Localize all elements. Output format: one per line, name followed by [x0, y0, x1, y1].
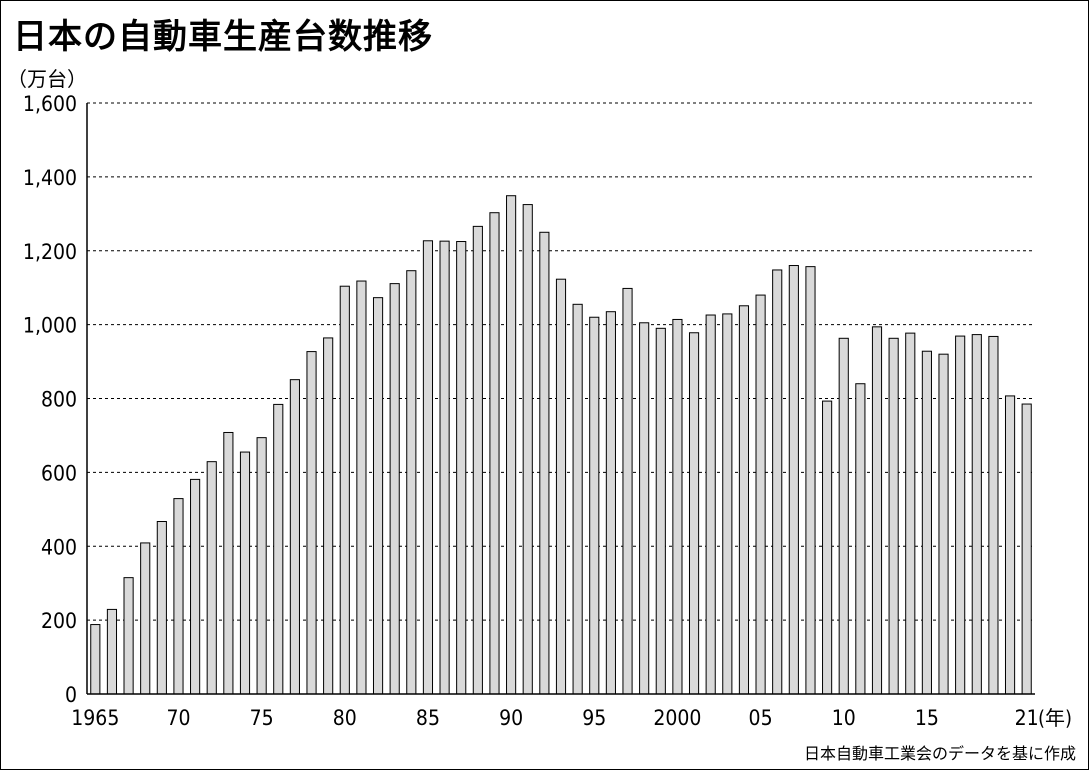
bar: [639, 322, 650, 695]
bar: [921, 350, 932, 695]
y-axis-unit-label: （万台）: [7, 67, 87, 91]
x-tick-label: 75: [250, 706, 274, 730]
bar: [522, 204, 533, 695]
bar: [406, 270, 417, 695]
bar: [539, 231, 550, 695]
x-tick-label: 80: [333, 706, 357, 730]
bar: [672, 318, 683, 695]
bar: [339, 285, 350, 695]
bar: [289, 379, 300, 695]
bar: [755, 294, 766, 695]
bar: [323, 337, 334, 695]
y-tick-label: 600: [41, 461, 77, 485]
y-tick-label: 1,400: [23, 166, 77, 190]
bar: [90, 624, 101, 695]
bar: [722, 313, 733, 695]
bar: [955, 335, 966, 695]
x-tick-label: 95: [582, 706, 606, 730]
bar: [855, 383, 866, 695]
bar: [156, 521, 167, 695]
source-note: 日本自動車工業会のデータを基に作成: [803, 744, 1076, 763]
x-tick-label: 15: [915, 706, 939, 730]
bar: [173, 498, 184, 695]
bar: [123, 577, 134, 695]
bar: [589, 316, 600, 695]
bar: [838, 337, 849, 695]
y-tick-label: 800: [41, 388, 77, 412]
bar: [506, 195, 517, 695]
bar: [472, 225, 483, 695]
bar: [206, 461, 217, 695]
x-tick-label: 1965: [71, 706, 119, 730]
bar: [888, 337, 899, 695]
x-tick-label: 2000: [653, 706, 701, 730]
bar: [489, 212, 500, 695]
bar: [555, 278, 567, 695]
y-tick-label: 1,000: [23, 314, 77, 338]
bar: [822, 400, 833, 695]
x-tick-label: 70: [166, 706, 190, 730]
bar: [256, 437, 267, 695]
bar: [422, 240, 434, 695]
bar: [1004, 395, 1016, 695]
y-tick-label: 400: [41, 535, 77, 559]
bar: [605, 311, 616, 695]
y-tick-label: 0: [65, 683, 77, 707]
bar: [938, 353, 949, 695]
bar: [622, 287, 633, 695]
axes: [86, 103, 1035, 695]
y-tick-label: 1,600: [23, 92, 77, 116]
bar: [356, 280, 367, 695]
x-tick-label: 05: [749, 706, 773, 730]
bar: [805, 266, 816, 695]
bar: [389, 283, 400, 695]
bar: [456, 241, 467, 695]
y-tick-label: 1,200: [23, 240, 77, 264]
bar: [239, 451, 251, 695]
bar: [306, 351, 317, 695]
bar: [971, 334, 982, 695]
bar: [1021, 403, 1032, 695]
y-tick-labels: 0 200 400 600 800 1,000 1,200 1,400 1,600: [23, 92, 77, 707]
bar: [688, 332, 700, 695]
bar: [140, 542, 151, 695]
bars: [90, 195, 1032, 695]
x-axis-unit-label: (年): [1038, 706, 1072, 730]
bar: [439, 240, 450, 695]
bar: [223, 431, 234, 695]
bar: [705, 314, 716, 695]
x-tick-labels: 1965 70 75 80 85 90 95 2000 05 10 15 21: [71, 706, 1038, 730]
bar: [572, 303, 583, 695]
chart-title: 日本の自動車生産台数推移: [13, 17, 433, 57]
bar: [738, 305, 750, 695]
bar: [871, 326, 883, 695]
bar: [905, 332, 916, 695]
y-tick-label: 200: [41, 609, 77, 633]
bar: [988, 335, 999, 695]
x-tick-label: 90: [499, 706, 523, 730]
x-tick-label: 21: [1015, 706, 1039, 730]
bar: [372, 297, 384, 695]
bar: [655, 327, 666, 695]
bar: [190, 478, 201, 695]
bar: [106, 608, 118, 695]
bar: [273, 403, 284, 695]
x-tick-label: 10: [832, 706, 856, 730]
bar: [788, 265, 799, 695]
x-tick-label: 85: [416, 706, 440, 730]
bar: [772, 269, 783, 695]
